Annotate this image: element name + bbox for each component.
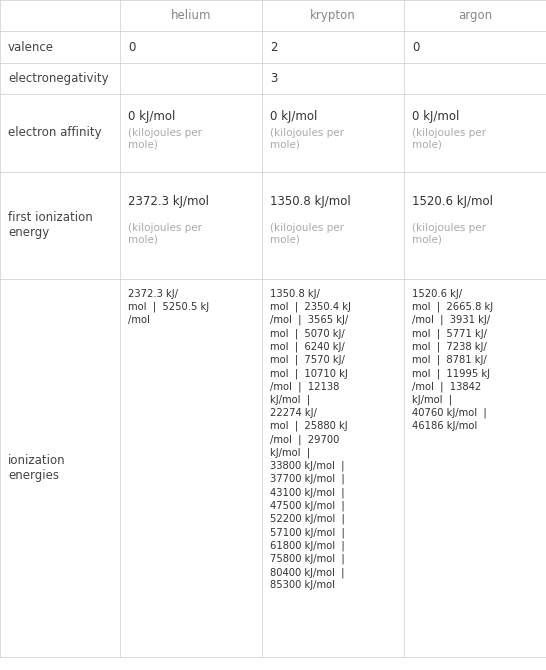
Text: (kilojoules per
mole): (kilojoules per mole) bbox=[270, 129, 344, 150]
Text: 0 kJ/mol: 0 kJ/mol bbox=[270, 109, 317, 123]
Text: (kilojoules per
mole): (kilojoules per mole) bbox=[270, 223, 344, 245]
Text: (kilojoules per
mole): (kilojoules per mole) bbox=[128, 129, 202, 150]
Text: 3: 3 bbox=[270, 72, 277, 85]
Text: (kilojoules per
mole): (kilojoules per mole) bbox=[128, 223, 202, 245]
Text: 2372.3 kJ/
mol  |  5250.5 kJ
/mol: 2372.3 kJ/ mol | 5250.5 kJ /mol bbox=[128, 289, 209, 325]
Text: ionization
energies: ionization energies bbox=[8, 454, 66, 482]
Text: (kilojoules per
mole): (kilojoules per mole) bbox=[412, 223, 486, 245]
Text: 2: 2 bbox=[270, 41, 277, 54]
Text: first ionization
energy: first ionization energy bbox=[8, 211, 93, 239]
Text: 2372.3 kJ/mol: 2372.3 kJ/mol bbox=[128, 195, 209, 208]
Text: electronegativity: electronegativity bbox=[8, 72, 109, 85]
Text: 1350.8 kJ/mol: 1350.8 kJ/mol bbox=[270, 195, 351, 208]
Text: argon: argon bbox=[458, 9, 492, 22]
Text: helium: helium bbox=[171, 9, 211, 22]
Text: krypton: krypton bbox=[310, 9, 356, 22]
Text: 0: 0 bbox=[128, 41, 135, 54]
Text: valence: valence bbox=[8, 41, 54, 54]
Text: 1350.8 kJ/
mol  |  2350.4 kJ
/mol  |  3565 kJ/
mol  |  5070 kJ/
mol  |  6240 kJ/: 1350.8 kJ/ mol | 2350.4 kJ /mol | 3565 k… bbox=[270, 289, 351, 590]
Text: 1520.6 kJ/
mol  |  2665.8 kJ
/mol  |  3931 kJ/
mol  |  5771 kJ/
mol  |  7238 kJ/: 1520.6 kJ/ mol | 2665.8 kJ /mol | 3931 k… bbox=[412, 289, 493, 431]
Text: electron affinity: electron affinity bbox=[8, 127, 102, 139]
Text: 0 kJ/mol: 0 kJ/mol bbox=[412, 109, 459, 123]
Text: 1520.6 kJ/mol: 1520.6 kJ/mol bbox=[412, 195, 493, 208]
Text: 0: 0 bbox=[412, 41, 419, 54]
Text: (kilojoules per
mole): (kilojoules per mole) bbox=[412, 129, 486, 150]
Text: 0 kJ/mol: 0 kJ/mol bbox=[128, 109, 175, 123]
